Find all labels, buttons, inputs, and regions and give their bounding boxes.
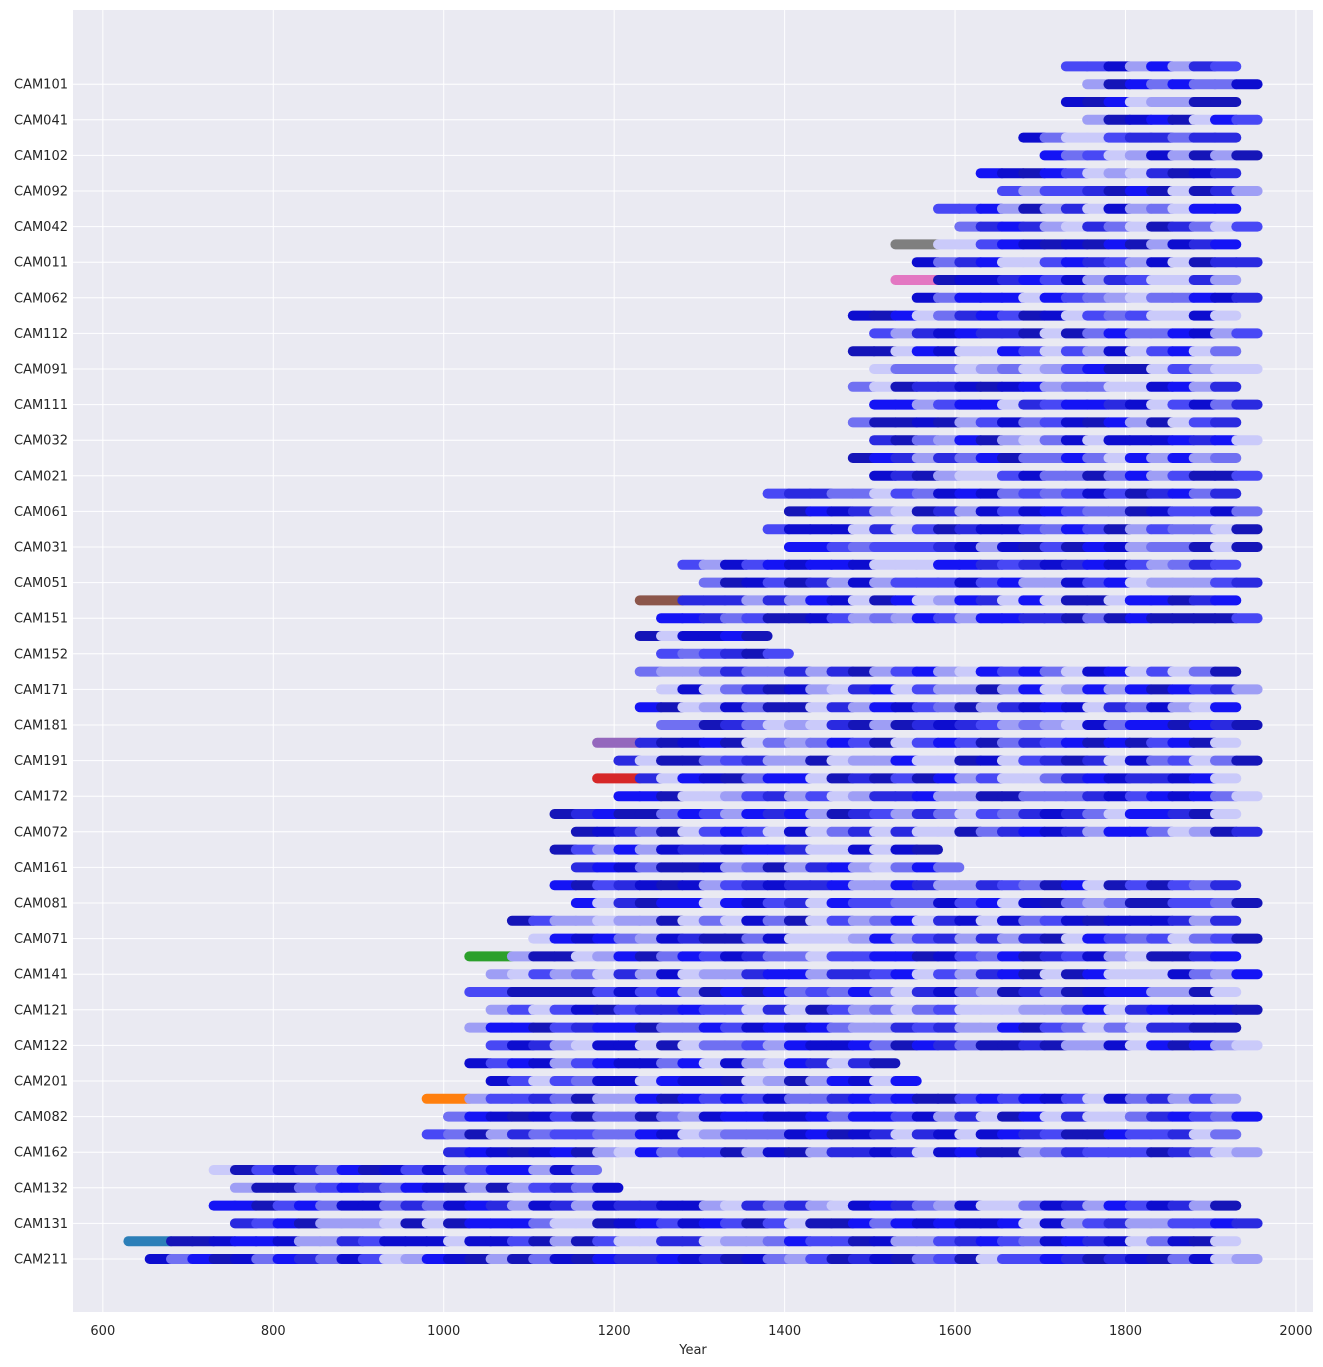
y-tick-label: CAM121 (14, 1003, 68, 1018)
y-tick-label: CAM172 (14, 790, 68, 805)
y-tick-label: CAM091 (14, 363, 68, 378)
x-tick-label: 2000 (1279, 1324, 1312, 1339)
y-tick-label: CAM141 (14, 968, 68, 983)
y-tick-label: CAM111 (14, 398, 68, 413)
range-bars (123, 61, 1263, 1264)
x-tick-label: 1600 (939, 1324, 972, 1339)
y-tick-label: CAM102 (14, 149, 68, 164)
y-tick-label: CAM082 (14, 1110, 68, 1125)
x-tick-label: 1800 (1109, 1324, 1142, 1339)
y-tick-label: CAM011 (14, 256, 68, 271)
y-tick-label: CAM181 (14, 719, 68, 734)
y-tick-label: CAM092 (14, 185, 68, 200)
y-tick-label: CAM062 (14, 291, 68, 306)
y-tick-label: CAM191 (14, 754, 68, 769)
y-tick-label: CAM131 (14, 1217, 68, 1232)
y-tick-label: CAM031 (14, 541, 68, 556)
x-axis-title: Year (678, 1343, 707, 1358)
y-tick-label: CAM171 (14, 683, 68, 698)
y-tick-label: CAM161 (14, 861, 68, 876)
y-tick-labels: CAM211 CAM131 CAM132 CAM162 CAM082 CAM201 CAM1… (14, 78, 68, 1268)
y-tick-label: CAM061 (14, 505, 68, 520)
y-tick-label: CAM122 (14, 1039, 68, 1054)
x-tick-label: 800 (261, 1324, 286, 1339)
x-tick-label: 1000 (427, 1324, 460, 1339)
y-tick-label: CAM032 (14, 434, 68, 449)
y-tick-label: CAM042 (14, 220, 68, 235)
y-tick-label: CAM071 (14, 932, 68, 947)
y-tick-label: CAM152 (14, 647, 68, 662)
y-tick-label: CAM132 (14, 1181, 68, 1196)
y-tick-label: CAM201 (14, 1075, 68, 1090)
y-tick-label: CAM041 (14, 113, 68, 128)
y-tick-label: CAM081 (14, 897, 68, 912)
x-tick-labels: 600 800 1000 1200 1400 1600 1800 2000 (90, 1324, 1312, 1339)
y-tick-label: CAM162 (14, 1146, 68, 1161)
y-tick-label: CAM021 (14, 469, 68, 484)
y-tick-label: CAM101 (14, 78, 68, 93)
y-tick-label: CAM151 (14, 612, 68, 627)
y-tick-label: CAM051 (14, 576, 68, 591)
y-tick-label: CAM112 (14, 327, 68, 342)
x-tick-label: 1200 (598, 1324, 631, 1339)
x-tick-label: 1400 (768, 1324, 801, 1339)
y-tick-label: CAM072 (14, 825, 68, 840)
y-tick-label: CAM211 (14, 1253, 68, 1268)
x-tick-label: 600 (90, 1324, 115, 1339)
